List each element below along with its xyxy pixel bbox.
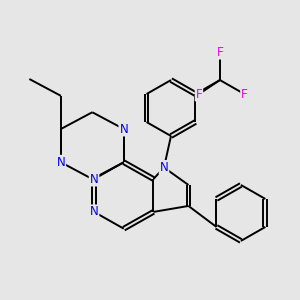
Text: N: N (56, 156, 65, 169)
Text: F: F (241, 88, 248, 100)
Text: N: N (160, 161, 168, 174)
Text: F: F (196, 88, 202, 100)
Text: N: N (90, 206, 98, 218)
Text: N: N (119, 122, 128, 136)
Text: F: F (217, 46, 223, 59)
Text: N: N (90, 172, 98, 185)
